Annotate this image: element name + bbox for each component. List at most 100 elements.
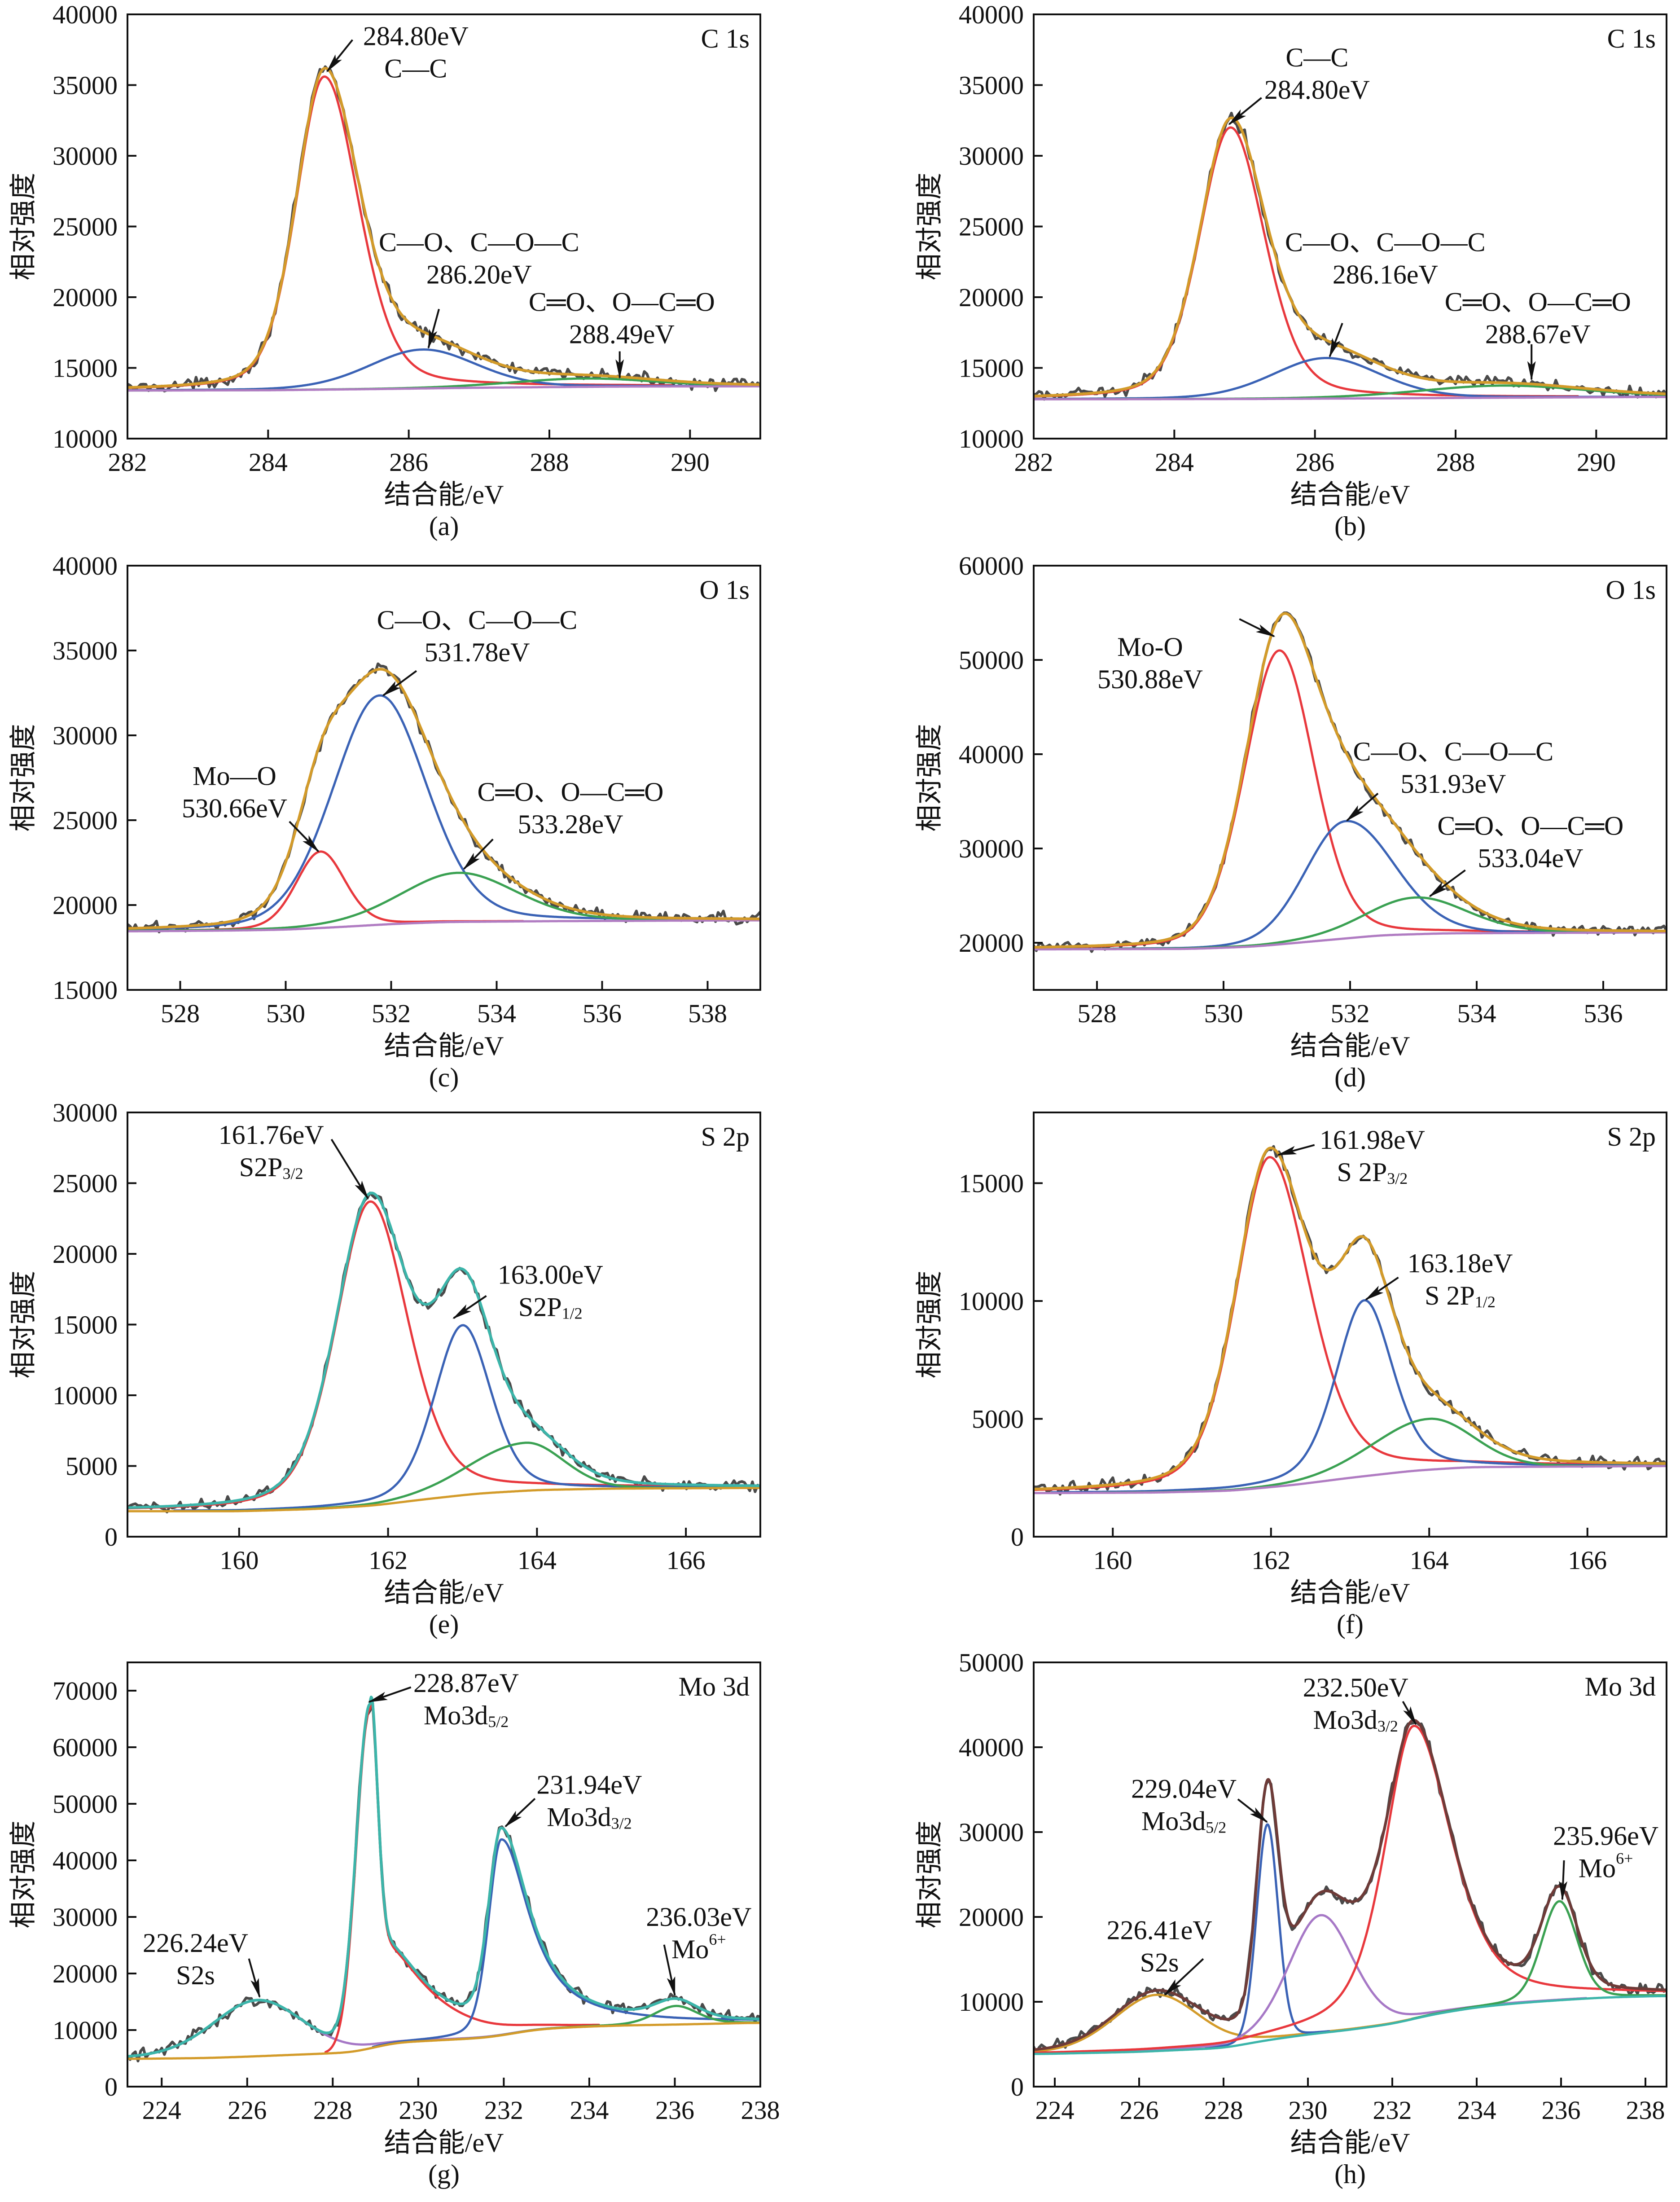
annotation-superscript: 6+ bbox=[709, 1930, 726, 1948]
annotation-subscript: 3/2 bbox=[611, 1814, 632, 1832]
plot-area bbox=[1034, 111, 1667, 401]
x-tick-label: 532 bbox=[372, 999, 411, 1028]
x-tick-label: 528 bbox=[161, 999, 200, 1028]
panel-label: (h) bbox=[1334, 2159, 1366, 2189]
annotation-text: 235.96eV bbox=[1553, 1821, 1658, 1851]
annotation-label: Mo—O bbox=[193, 761, 276, 791]
panel-label: (d) bbox=[1334, 1063, 1366, 1092]
annotation-label: 284.80eV bbox=[1264, 75, 1370, 105]
peak-component-line bbox=[1205, 1823, 1330, 2049]
y-tick-label: 10000 bbox=[959, 1287, 1024, 1316]
x-axis-title: 结合能/eV bbox=[384, 2128, 504, 2158]
y-tick-label: 40000 bbox=[53, 1846, 118, 1875]
background-line bbox=[1034, 1995, 1667, 2055]
annotation-subscript: 3/2 bbox=[1377, 1717, 1398, 1735]
spectrum-label: Mo 3d bbox=[1585, 1672, 1656, 1701]
x-tick-label: 534 bbox=[477, 999, 516, 1028]
annotation-text: C—O、C—O—C bbox=[379, 227, 579, 257]
annotation-arrow bbox=[1239, 618, 1276, 637]
annotation-text: Mo3d bbox=[1141, 1806, 1206, 1836]
x-tick-label: 232 bbox=[484, 2096, 523, 2125]
annotation-arrow bbox=[1276, 1144, 1315, 1156]
x-tick-label: 538 bbox=[688, 999, 727, 1028]
fit-envelope-line bbox=[1034, 116, 1667, 398]
annotation-label: 531.78eV bbox=[425, 637, 530, 667]
annotation-text: S 2P bbox=[1337, 1157, 1387, 1187]
annotation-label: 163.18eV bbox=[1408, 1248, 1513, 1278]
panel-h: 224 226 228 230 232 234 236 238 0 10000 20000 30000… bbox=[915, 1648, 1667, 2189]
annotation-label: S 2P1/2 bbox=[1425, 1281, 1496, 1311]
y-tick-label: 30000 bbox=[53, 721, 118, 750]
x-tick-label: 286 bbox=[1295, 448, 1334, 477]
annotation-text: C═O、O—C═O bbox=[529, 287, 715, 317]
annotation-label: Mo-O bbox=[1117, 632, 1183, 662]
annotation-text: 286.16eV bbox=[1333, 259, 1438, 289]
x-tick-label: 286 bbox=[389, 448, 428, 477]
annotation-subscript: 3/2 bbox=[1387, 1169, 1408, 1187]
x-tick-label: 288 bbox=[530, 448, 569, 477]
y-tick-label: 5000 bbox=[972, 1405, 1024, 1434]
annotation-text: 531.93eV bbox=[1400, 769, 1506, 799]
annotation-label: 229.04eV bbox=[1131, 1774, 1237, 1804]
x-tick-label: 238 bbox=[741, 2096, 780, 2125]
annotation-arrow bbox=[1402, 1701, 1417, 1726]
annotation-arrow bbox=[248, 1958, 261, 1999]
x-tick-label: 290 bbox=[1577, 448, 1616, 477]
y-tick-label: 10000 bbox=[959, 424, 1024, 453]
peak-component-line bbox=[1034, 1725, 1667, 2054]
y-tick-label: 60000 bbox=[959, 551, 1024, 580]
annotation-label: Mo3d3/2 bbox=[1313, 1705, 1398, 1735]
y-axis-title: 相对强度 bbox=[915, 173, 944, 281]
y-tick-label: 70000 bbox=[53, 1676, 118, 1705]
x-tick-label: 164 bbox=[1410, 1546, 1449, 1575]
y-tick-label: 5000 bbox=[66, 1452, 118, 1481]
annotation-text: Mo3d bbox=[547, 1802, 611, 1832]
y-tick-label: 15000 bbox=[959, 354, 1024, 383]
annotation-arrow bbox=[382, 670, 417, 696]
x-tick-label: 530 bbox=[266, 999, 305, 1028]
annotation-text: 286.20eV bbox=[426, 259, 532, 289]
annotation-text: 288.67eV bbox=[1485, 320, 1591, 349]
annotation-subscript: 5/2 bbox=[488, 1713, 509, 1731]
annotation-label: 288.67eV bbox=[1485, 320, 1591, 349]
x-tick-label: 282 bbox=[1014, 448, 1053, 477]
annotation-text: Mo-O bbox=[1117, 632, 1183, 662]
spectrum-label: Mo 3d bbox=[679, 1672, 750, 1701]
annotation-text: 284.80eV bbox=[1264, 75, 1370, 105]
annotation-text: C—O、C—O—C bbox=[1353, 737, 1553, 766]
annotation-text: 228.87eV bbox=[413, 1668, 519, 1698]
y-tick-label: 10000 bbox=[53, 424, 118, 453]
panel-label: (f) bbox=[1337, 1609, 1364, 1639]
peak-annotation: C═O、O—C═O 533.04eV bbox=[1429, 811, 1623, 897]
y-tick-label: 60000 bbox=[53, 1733, 118, 1762]
annotation-arrow bbox=[1228, 97, 1262, 125]
y-tick-label: 0 bbox=[1011, 2072, 1024, 2101]
annotation-subscript: 1/2 bbox=[1475, 1293, 1496, 1311]
annotation-arrow bbox=[1164, 1958, 1204, 1996]
background-line bbox=[127, 1486, 760, 1512]
y-tick-label: 30000 bbox=[959, 141, 1024, 171]
annotation-label: Mo6+ bbox=[671, 1930, 726, 1964]
peak-annotation: 163.00eV S2P1/2 bbox=[452, 1260, 603, 1322]
annotation-text: S2s bbox=[176, 1960, 215, 1990]
x-tick-label: 236 bbox=[1542, 2096, 1581, 2125]
annotation-label: 286.20eV bbox=[426, 259, 532, 289]
annotation-text: C—O、C—O—C bbox=[377, 605, 578, 635]
annotation-text: 226.41eV bbox=[1107, 1915, 1212, 1945]
x-tick-label: 290 bbox=[671, 448, 710, 477]
annotation-label: S2s bbox=[1140, 1947, 1179, 1977]
y-tick-label: 25000 bbox=[53, 806, 118, 835]
x-tick-label: 228 bbox=[313, 2096, 352, 2125]
annotation-text: 226.24eV bbox=[143, 1928, 248, 1958]
annotation-text: 284.80eV bbox=[363, 22, 469, 51]
spectrum-label: C 1s bbox=[701, 24, 750, 53]
y-tick-label: 50000 bbox=[53, 1789, 118, 1819]
x-tick-label: 230 bbox=[1289, 2096, 1328, 2125]
annotation-text: 229.04eV bbox=[1131, 1774, 1237, 1804]
